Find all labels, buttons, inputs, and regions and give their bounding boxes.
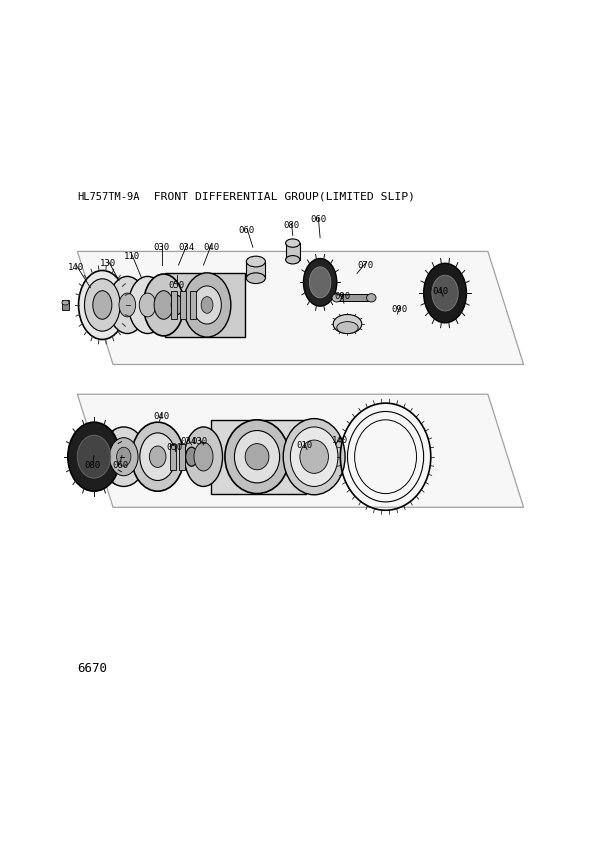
Text: 040: 040: [203, 242, 220, 252]
Ellipse shape: [309, 267, 331, 298]
Text: 140: 140: [68, 263, 84, 272]
Text: 050: 050: [167, 443, 183, 451]
Text: 060: 060: [310, 216, 327, 224]
Ellipse shape: [131, 422, 184, 491]
Bar: [62, 301, 69, 310]
Ellipse shape: [290, 427, 338, 487]
Ellipse shape: [186, 447, 198, 466]
Ellipse shape: [432, 275, 458, 311]
Text: 030: 030: [154, 242, 170, 252]
Bar: [190, 290, 196, 319]
Ellipse shape: [93, 290, 112, 319]
Ellipse shape: [84, 279, 120, 331]
Text: FRONT DIFFERENTIAL GROUP(LIMITED SLIP): FRONT DIFFERENTIAL GROUP(LIMITED SLIP): [140, 192, 415, 202]
Ellipse shape: [68, 422, 120, 491]
Ellipse shape: [143, 274, 184, 336]
Ellipse shape: [300, 440, 328, 473]
Text: 040: 040: [154, 412, 170, 421]
Ellipse shape: [424, 264, 466, 322]
Polygon shape: [77, 394, 524, 507]
Ellipse shape: [62, 301, 69, 305]
Bar: [286, 243, 300, 259]
Text: 090: 090: [392, 305, 408, 313]
Ellipse shape: [246, 273, 265, 284]
Ellipse shape: [183, 273, 231, 337]
Ellipse shape: [283, 418, 345, 495]
Ellipse shape: [246, 256, 265, 267]
Ellipse shape: [201, 296, 213, 313]
Text: 130: 130: [100, 258, 117, 268]
Text: HL757TM-9A: HL757TM-9A: [77, 192, 140, 202]
Polygon shape: [165, 273, 245, 337]
Ellipse shape: [117, 447, 131, 466]
Text: 110: 110: [124, 253, 140, 261]
Ellipse shape: [234, 430, 280, 482]
Ellipse shape: [139, 293, 156, 317]
Bar: [179, 444, 185, 470]
Text: 034: 034: [180, 437, 196, 445]
Text: 040: 040: [432, 287, 449, 296]
Text: 030: 030: [192, 437, 208, 445]
Ellipse shape: [119, 293, 136, 317]
Ellipse shape: [184, 427, 223, 487]
Ellipse shape: [225, 420, 289, 493]
Ellipse shape: [194, 442, 213, 471]
Text: 010: 010: [296, 441, 313, 450]
Bar: [246, 262, 265, 278]
Ellipse shape: [245, 444, 269, 470]
Ellipse shape: [286, 239, 300, 248]
Bar: [171, 290, 177, 319]
Ellipse shape: [332, 294, 342, 302]
Polygon shape: [77, 252, 524, 365]
Ellipse shape: [303, 258, 337, 306]
Bar: [180, 290, 186, 319]
Text: 070: 070: [358, 261, 374, 269]
Text: 060: 060: [112, 461, 129, 470]
Ellipse shape: [149, 446, 166, 467]
Text: 034: 034: [178, 242, 195, 252]
Ellipse shape: [108, 276, 146, 333]
Polygon shape: [211, 420, 306, 493]
Text: 050: 050: [168, 281, 185, 290]
Text: 080: 080: [84, 461, 101, 470]
Text: 090: 090: [334, 291, 350, 301]
Ellipse shape: [193, 286, 221, 324]
Bar: [170, 444, 176, 470]
Ellipse shape: [77, 435, 111, 478]
Text: 080: 080: [283, 221, 300, 231]
Text: 6670: 6670: [77, 662, 107, 675]
Ellipse shape: [367, 294, 376, 302]
Ellipse shape: [140, 433, 176, 481]
Ellipse shape: [286, 256, 300, 264]
Text: 060: 060: [239, 226, 255, 235]
Ellipse shape: [154, 290, 173, 319]
Text: 140: 140: [332, 435, 349, 445]
Ellipse shape: [337, 322, 358, 333]
Ellipse shape: [79, 270, 126, 339]
Ellipse shape: [109, 438, 138, 476]
Ellipse shape: [333, 315, 362, 333]
Ellipse shape: [129, 276, 167, 333]
Ellipse shape: [171, 296, 183, 315]
Ellipse shape: [101, 427, 146, 487]
Bar: [337, 294, 371, 301]
